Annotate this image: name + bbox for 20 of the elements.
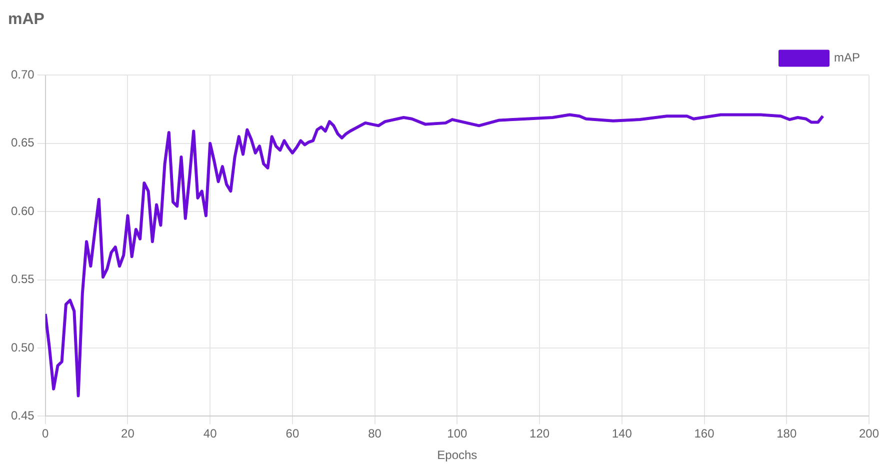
x-tick-label: 20 (121, 426, 135, 441)
y-tick-label: 0.70 (10, 68, 35, 82)
x-tick-label: 140 (612, 426, 632, 441)
x-tick-label: 0 (42, 426, 50, 441)
x-tick-label: 200 (858, 426, 880, 441)
x-tick-label: 100 (447, 426, 468, 441)
x-tick-label: 120 (530, 426, 550, 441)
x-tick-label: 80 (368, 426, 382, 441)
x-tick-label: 180 (776, 426, 797, 441)
x-axis-title: Epochs (437, 448, 478, 462)
chart-title: mAP (8, 11, 45, 28)
y-tick-label: 0.55 (10, 272, 35, 286)
x-tick-label: 40 (203, 426, 218, 441)
x-tick-label: 160 (694, 426, 715, 441)
y-tick-label: 0.50 (10, 340, 35, 354)
legend-label: mAP (834, 50, 860, 65)
y-tick-label: 0.45 (10, 408, 35, 423)
y-tick-label: 0.60 (10, 204, 35, 218)
x-tick-label: 60 (286, 426, 300, 441)
y-tick-label: 0.65 (10, 136, 35, 150)
